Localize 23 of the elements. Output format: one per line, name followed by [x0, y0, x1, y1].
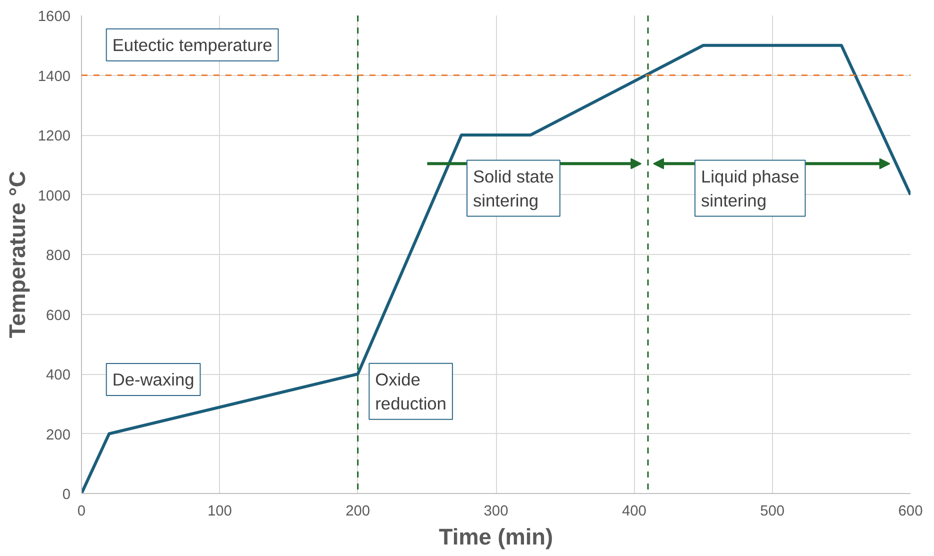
x-tick-label: 500: [760, 504, 785, 520]
x-tick-label: 600: [898, 504, 923, 520]
x-tick-label: 100: [207, 504, 232, 520]
y-tick-label: 600: [46, 308, 71, 324]
annotation: De-waxing: [112, 370, 194, 390]
y-tick-label: 1000: [38, 188, 71, 204]
y-tick-label: 1600: [38, 9, 71, 25]
x-axis-title: Time (min): [438, 524, 554, 550]
annotation: Oxide reduction: [375, 369, 446, 414]
x-tick-label: 400: [622, 504, 646, 520]
y-axis-title: Temperature °C: [4, 170, 30, 338]
annotation: Liquid phase sintering: [700, 166, 800, 210]
x-tick-label: 200: [346, 504, 370, 520]
y-tick-label: 1200: [38, 128, 71, 144]
y-tick-label: 1400: [38, 68, 71, 85]
x-tick-label: 0: [77, 504, 86, 520]
y-tick-label: 800: [46, 248, 71, 264]
y-tick-label: 200: [46, 427, 71, 444]
annotation: Eutectic temperature: [112, 34, 272, 55]
y-tick-label: 0: [62, 487, 71, 503]
annotation: Solid state sintering: [472, 166, 554, 210]
x-tick-label: 300: [484, 504, 508, 520]
y-tick-label: 400: [46, 368, 71, 384]
